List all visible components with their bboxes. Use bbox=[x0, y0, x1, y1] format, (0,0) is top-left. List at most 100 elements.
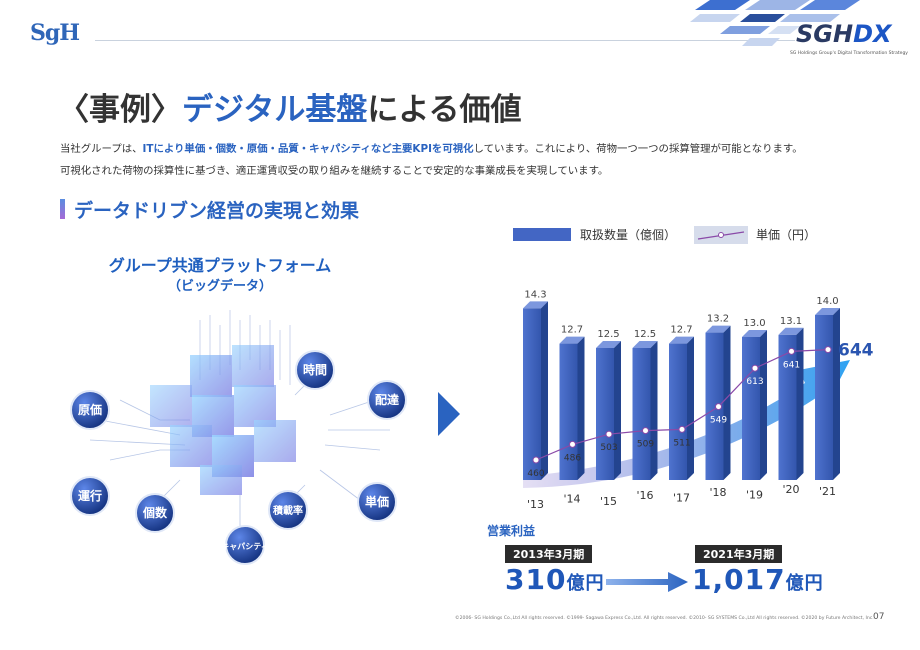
x-tick-label: '13 bbox=[527, 498, 544, 511]
copyright-notice: ©2006- SG Holdings Co.,Ltd All rights re… bbox=[455, 616, 874, 621]
bar-side bbox=[577, 336, 585, 480]
price-point bbox=[569, 440, 576, 448]
bar-top bbox=[669, 336, 694, 344]
kpi-node-label: 運行 bbox=[78, 488, 102, 503]
section-title: データドリブン経営の実現と効果 bbox=[74, 200, 360, 222]
kpi-node: 単価 bbox=[357, 482, 397, 522]
lead-line-1-highlight: ITにより単価・個数・原価・品質・キャパシティなど主要KPIを可視化 bbox=[142, 143, 474, 155]
sgh-logo: SgH bbox=[30, 20, 80, 46]
kpi-node: 原価 bbox=[70, 390, 110, 430]
price-label: 460 bbox=[527, 469, 544, 479]
bar-value-label: 12.7 bbox=[670, 325, 692, 336]
x-tick-label: '18 bbox=[709, 486, 726, 499]
bar-top bbox=[559, 336, 585, 344]
profit-value-2021-number: 1,017 bbox=[692, 563, 786, 596]
price-point bbox=[788, 347, 795, 355]
bar-value-label: 13.1 bbox=[780, 316, 802, 327]
header-divider bbox=[95, 40, 795, 41]
operating-profit-label: 営業利益 bbox=[487, 524, 536, 538]
profit-unit-2013: 億円 bbox=[566, 573, 605, 594]
bar bbox=[742, 337, 760, 480]
bar-side bbox=[650, 341, 658, 480]
legend-label-volume: 取扱数量（億個） bbox=[580, 227, 676, 242]
price-point bbox=[678, 425, 686, 433]
profit-arrow-icon bbox=[606, 572, 688, 592]
bar-top bbox=[742, 330, 767, 337]
kpi-node: 配達 bbox=[367, 380, 407, 420]
platform-title: グループ共通プラットフォーム bbox=[108, 256, 332, 275]
x-tick-label: '19 bbox=[746, 488, 763, 501]
price-label: 503 bbox=[600, 443, 617, 453]
profit-value-2021: 1,017億円 bbox=[692, 563, 824, 596]
bar bbox=[815, 315, 833, 480]
platform-subtitle: （ビッグデータ） bbox=[167, 279, 272, 294]
profit-value-2013-number: 310 bbox=[505, 563, 567, 596]
profit-unit-2021: 億円 bbox=[785, 573, 824, 594]
x-tick-label: '15 bbox=[600, 495, 617, 508]
price-label: 511 bbox=[673, 438, 690, 448]
bar bbox=[778, 334, 797, 480]
brand-dx: DX bbox=[853, 20, 892, 48]
title-suffix: による価値 bbox=[367, 92, 522, 128]
x-tick-label: '21 bbox=[819, 485, 836, 498]
price-label: 641 bbox=[783, 360, 800, 370]
page-title: 〈事例〉デジタル基盤による価値 bbox=[58, 84, 521, 129]
bar-side bbox=[614, 341, 621, 480]
legend-label-price: 単価（円） bbox=[756, 228, 816, 242]
brand-prefix: SGH bbox=[796, 20, 854, 48]
price-point bbox=[642, 427, 649, 435]
price-label: 549 bbox=[710, 416, 727, 426]
bar-side bbox=[723, 325, 731, 480]
volume-price-chart: 取扱数量（億個） 単価（円） 14.3 '13 460 12.7 '14 486 12.5 '… bbox=[513, 226, 874, 511]
lead-line-1: 当社グループは、ITにより単価・個数・原価・品質・キャパシティなど主要KPIを可… bbox=[60, 140, 803, 155]
highlight-price-label: 644 bbox=[838, 341, 874, 361]
bar bbox=[523, 308, 541, 480]
bar-value-label: 13.2 bbox=[707, 314, 729, 325]
brand-tagline: SG Holdings Group's Digital Transformati… bbox=[790, 51, 908, 56]
bar-side bbox=[541, 301, 548, 480]
bar-side bbox=[796, 327, 804, 480]
arrow-right-icon bbox=[438, 392, 460, 436]
price-point bbox=[715, 403, 722, 411]
section-accent-bar bbox=[60, 199, 65, 219]
bar-side bbox=[833, 308, 840, 480]
price-point bbox=[532, 456, 540, 464]
kpi-node: キャパシティ bbox=[221, 525, 269, 565]
bar bbox=[596, 348, 614, 480]
kpi-node-label: 個数 bbox=[142, 505, 168, 520]
legend-swatch-volume bbox=[513, 228, 571, 241]
price-label: 613 bbox=[746, 377, 763, 387]
bar-top bbox=[705, 325, 731, 333]
kpi-node-label: 時間 bbox=[303, 362, 327, 377]
bar-top bbox=[815, 308, 840, 315]
lead-line-1-b: しています。これにより、荷物一つ一つの採算管理が可能となります。 bbox=[473, 143, 803, 155]
brand-mosaic-graphic bbox=[690, 0, 860, 46]
price-point bbox=[751, 364, 759, 372]
bar-value-label: 14.3 bbox=[524, 289, 546, 300]
profit-value-2013: 310億円 bbox=[505, 563, 604, 596]
bar-top bbox=[596, 341, 621, 348]
kpi-node-label: 単価 bbox=[365, 494, 389, 509]
year-badge-2021: 2021年3月期 bbox=[695, 545, 783, 563]
bar-side bbox=[687, 336, 694, 480]
sghdx-logo: SGHDX bbox=[796, 20, 892, 48]
bar-top bbox=[523, 301, 548, 309]
bar-top bbox=[632, 341, 658, 348]
bar bbox=[705, 332, 724, 480]
x-tick-label: '20 bbox=[782, 483, 799, 496]
kpi-node: 個数 bbox=[135, 493, 175, 533]
lead-line-1-a: 当社グループは、 bbox=[60, 143, 143, 155]
title-prefix: 〈事例〉 bbox=[58, 92, 182, 128]
kpi-node-label: 配達 bbox=[375, 392, 399, 407]
kpi-node: 運行 bbox=[70, 476, 110, 516]
title-accent: デジタル基盤 bbox=[182, 92, 368, 128]
bar-top bbox=[778, 327, 804, 335]
price-point bbox=[605, 430, 613, 438]
price-label: 486 bbox=[564, 453, 581, 463]
kpi-node: 時間 bbox=[295, 350, 335, 390]
kpi-node-label: 積載率 bbox=[272, 504, 303, 517]
bar-value-label: 12.7 bbox=[561, 325, 583, 336]
kpi-node: 積載率 bbox=[268, 490, 308, 530]
